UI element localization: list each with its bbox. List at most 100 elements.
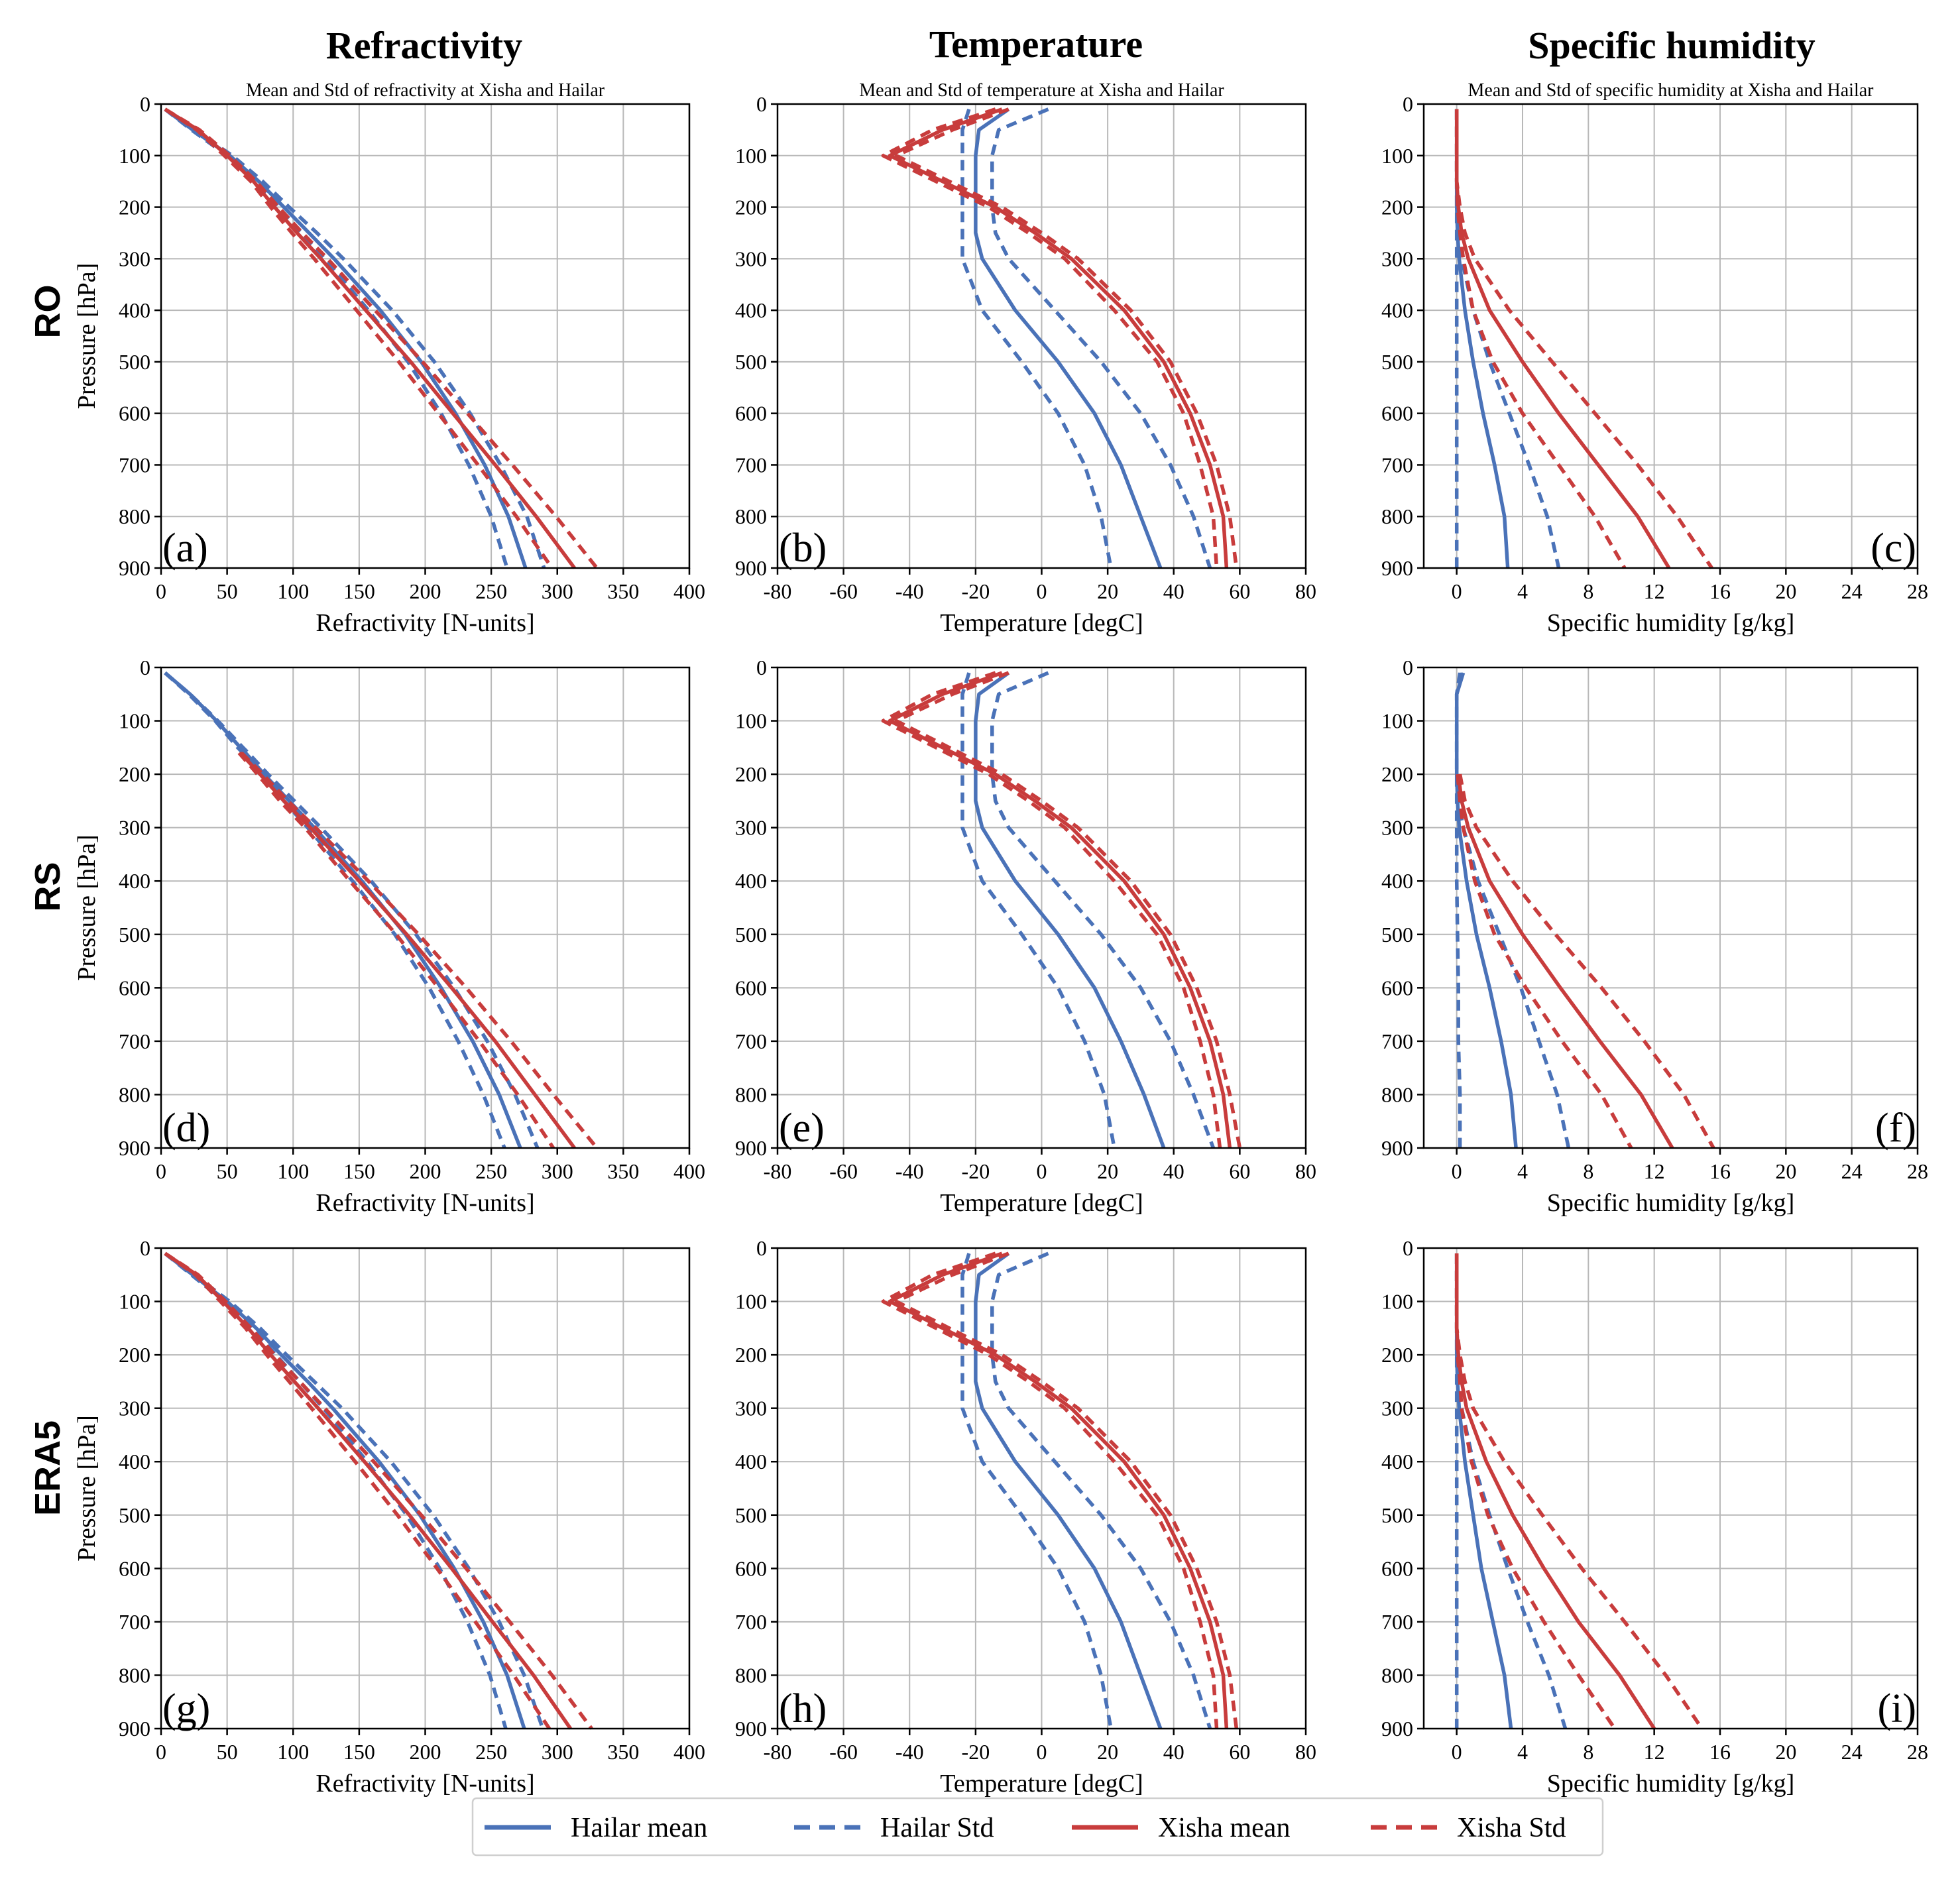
chart-e-series-hailar-std-2: [960, 672, 1116, 1149]
chart-a-title: Mean and Std of refractivity at Xisha an…: [246, 80, 605, 101]
chart-c-xtick-label-1: 4: [1517, 579, 1528, 603]
chart-g-xtick-label-6: 300: [542, 1740, 573, 1764]
chart-f-xlabel: Specific humidity [g/kg]: [1547, 1189, 1795, 1217]
chart-f-ytick-label-7: 700: [1381, 1029, 1413, 1053]
chart-f-ytick-label-8: 800: [1381, 1082, 1413, 1106]
chart-b-ytick-label-4: 400: [735, 298, 767, 322]
chart-h-series-xisha-mean-3: [888, 1251, 1229, 1729]
chart-f-series-hailar-std-2: [1454, 672, 1462, 1148]
chart-d-series-hailar-mean-0: [164, 671, 522, 1149]
chart-b-title: Mean and Std of temperature at Xisha and…: [859, 80, 1224, 101]
chart-g-xtick-label-3: 150: [343, 1740, 375, 1764]
chart-d-ytick-label-6: 600: [119, 976, 150, 1000]
chart-f-xtick-label-1: 4: [1517, 1159, 1528, 1183]
chart-h-xtick-label-6: 40: [1163, 1740, 1184, 1764]
chart-g-xtick-label-0: 0: [156, 1740, 166, 1764]
chart-f-ytick-label-5: 500: [1381, 923, 1413, 946]
chart-d-series-xisha-std-4: [240, 751, 599, 1149]
chart-e-ytick-label-7: 700: [735, 1029, 767, 1053]
chart-h: -80 -60 -40 -20 0 20 40 60 800100200300400500600…: [735, 1236, 1316, 1798]
chart-d-series-hailar-std-2: [164, 671, 506, 1149]
chart-c-panel-label-bg: [1857, 524, 1916, 565]
chart-g-ytick-label-3: 300: [119, 1397, 150, 1420]
chart-g-series-hailar-mean-0: [164, 1251, 526, 1729]
chart-i-xlabel: Specific humidity [g/kg]: [1547, 1770, 1795, 1798]
chart-f: 0 4 8 12 16 20 24 28 0 100 200 300 400 500 600 700 800 90…: [1381, 656, 1928, 1217]
chart-d-ytick-label-4: 400: [119, 869, 150, 893]
chart-d-ytick-label-3: 300: [119, 816, 150, 840]
chart-f-series-xisha-std-5: [1456, 774, 1633, 1149]
chart-b-series-hailar-mean-0: [974, 107, 1163, 569]
chart-d-series-xisha-mean-3: [239, 752, 576, 1149]
chart-c-ytick-label-6: 600: [1381, 402, 1413, 426]
chart-c-ytick-label-2: 200: [1381, 196, 1413, 219]
chart-d-series-xisha-std-5: [237, 752, 555, 1149]
chart-b-xtick-label-4: 0: [1037, 579, 1047, 603]
row-labels: RO RS ERA5: [28, 285, 68, 1517]
chart-h-xtick-label-7: 60: [1229, 1740, 1250, 1764]
chart-e-series-xisha-std-5: [881, 671, 1222, 1149]
chart-d-ytick-label-8: 800: [119, 1082, 150, 1106]
chart-c-frame: [1422, 103, 1919, 569]
chart-a-xtick-label-7: 350: [607, 579, 639, 603]
chart-c-series-xisha-std-4: [1454, 109, 1713, 569]
row-label-era5: ERA5: [28, 1420, 68, 1516]
chart-i-ytick-label-4: 400: [1381, 1450, 1413, 1473]
chart-e-xtick-label-0: -80: [764, 1159, 792, 1183]
chart-a-ytick-label-8: 800: [119, 504, 150, 528]
chart-b-xlabel: Temperature [degC]: [940, 609, 1143, 637]
chart-b-xtick-label-1: -60: [829, 579, 858, 603]
chart-h-ytick-label-7: 700: [735, 1610, 767, 1634]
chart-i-series-hailar-std-1: [1454, 1253, 1568, 1729]
chart-f-xtick-label-3: 12: [1644, 1159, 1665, 1183]
chart-e-ytick-label-1: 100: [735, 709, 767, 733]
chart-i-series-xisha-mean-3: [1454, 1253, 1656, 1730]
chart-b-series-hailar-std-1: [990, 107, 1212, 569]
chart-f-xtick-label-6: 24: [1841, 1159, 1863, 1183]
chart-e-series-xisha-std-4: [894, 671, 1242, 1149]
chart-g-xtick-label-7: 350: [607, 1740, 639, 1764]
chart-a-panel-label: (a): [162, 526, 208, 571]
chart-d-xtick-label-0: 0: [156, 1159, 166, 1183]
chart-e-ytick-label-8: 800: [735, 1082, 767, 1106]
chart-f-xtick-label-5: 20: [1775, 1159, 1796, 1183]
chart-g-series-xisha-std-5: [164, 1251, 551, 1730]
chart-a-xtick-label-1: 50: [217, 579, 238, 603]
chart-a-xtick-label-3: 150: [343, 579, 375, 603]
chart-f-ytick-label-2: 200: [1381, 762, 1413, 786]
chart-g-xtick-label-2: 100: [277, 1740, 309, 1764]
chart-d-xtick-label-5: 250: [475, 1159, 507, 1183]
chart-f-panel-label: (f): [1875, 1106, 1916, 1151]
chart-f-series-xisha-std-4: [1458, 774, 1715, 1149]
chart-f-panel-label-bg: [1857, 1104, 1916, 1145]
chart-c-series-xisha-std-5: [1454, 109, 1627, 569]
chart-d-xtick-label-6: 300: [542, 1159, 573, 1183]
chart-h-xtick-label-5: 20: [1097, 1740, 1118, 1764]
chart-a-xtick-label-6: 300: [542, 579, 573, 603]
chart-f-xtick-label-4: 16: [1709, 1159, 1731, 1183]
chart-d-xtick-label-1: 50: [217, 1159, 238, 1183]
chart-h-xtick-label-8: 80: [1295, 1740, 1316, 1764]
chart-g-ytick-label-1: 100: [119, 1290, 150, 1314]
chart-a-series-hailar-std-2: [164, 107, 509, 569]
chart-a-panel-label-bg: [162, 524, 222, 565]
chart-h-ytick-label-9: 900: [735, 1717, 767, 1741]
chart-f-series-hailar-mean-0: [1454, 672, 1518, 1149]
chart-e-ytick-label-2: 200: [735, 762, 767, 786]
chart-h-xtick-label-0: -80: [764, 1740, 792, 1764]
chart-c-panel-label: (c): [1871, 526, 1916, 571]
chart-a-ytick-label-4: 400: [119, 298, 150, 322]
chart-h-ytick-label-1: 100: [735, 1290, 767, 1314]
chart-b-series-xisha-mean-3: [888, 107, 1229, 569]
chart-e-xtick-label-7: 60: [1229, 1159, 1250, 1183]
chart-g-xtick-label-8: 400: [673, 1740, 705, 1764]
chart-f-xtick-label-0: 0: [1452, 1159, 1462, 1183]
chart-d-ytick-label-7: 700: [119, 1029, 150, 1053]
chart-g-xlabel: Refractivity [N-units]: [316, 1770, 534, 1798]
chart-b: -80 -60 -40 -20 0 20 40 60 800100200300400500600…: [735, 80, 1316, 637]
chart-h-ytick-label-2: 200: [735, 1343, 767, 1367]
chart-h-series-hailar-std-1: [990, 1251, 1212, 1729]
chart-f-ytick-label-9: 900: [1381, 1136, 1413, 1160]
chart-e-xtick-label-4: 0: [1037, 1159, 1047, 1183]
chart-g-ytick-label-6: 600: [119, 1556, 150, 1580]
